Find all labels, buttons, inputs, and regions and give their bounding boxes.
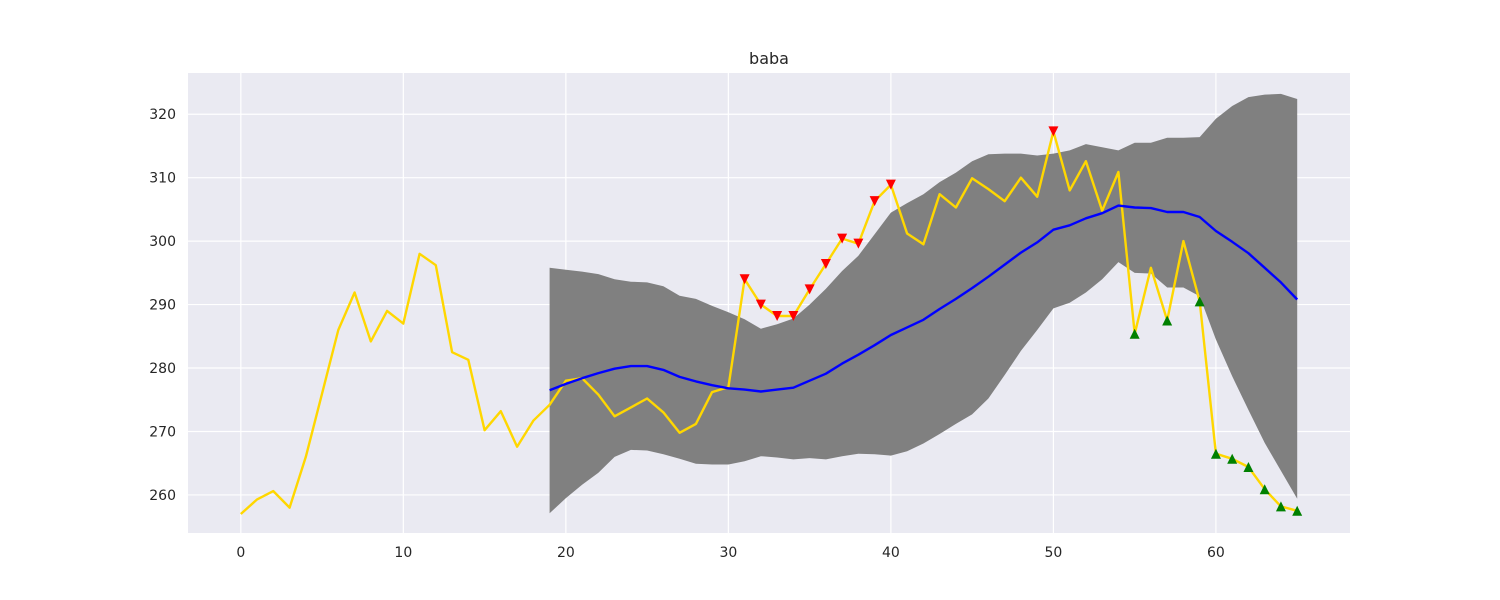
x-tick-label: 20 (557, 545, 575, 561)
x-tick-label: 30 (719, 545, 737, 561)
buy-marker (1259, 484, 1270, 495)
chart-title: baba (749, 49, 789, 68)
buy-marker (1243, 462, 1254, 473)
sell-marker (1048, 126, 1059, 137)
x-tick-label: 10 (394, 545, 412, 561)
x-axis-ticks: 0 10 20 30 40 50 60 (236, 545, 1224, 561)
y-tick-label: 260 (149, 488, 176, 504)
x-tick-label: 0 (236, 545, 245, 561)
y-tick-label: 320 (149, 107, 176, 123)
sell-marker (869, 196, 880, 207)
average-line (549, 204, 1299, 393)
y-tick-label: 270 (149, 424, 176, 440)
sell-marker (820, 258, 831, 269)
sell-marker (853, 238, 864, 249)
markers (739, 126, 1303, 516)
band-area (549, 93, 1298, 514)
y-tick-label: 280 (149, 361, 176, 377)
y-tick-label: 290 (149, 298, 176, 314)
buy-marker (1194, 296, 1205, 307)
y-axis-ticks: 260 270 280 290 300 310 320 (149, 107, 176, 504)
buy-marker (1210, 448, 1221, 459)
sell-marker (804, 284, 815, 295)
x-tick-label: 40 (882, 545, 900, 561)
price-line (239, 130, 1298, 515)
buy-marker (1227, 453, 1238, 464)
buy-marker (1162, 315, 1173, 326)
buy-marker (1275, 501, 1286, 512)
band-area-fill (549, 93, 1298, 514)
sell-marker (788, 311, 799, 322)
y-tick-label: 300 (149, 234, 176, 250)
buy-marker (1129, 328, 1140, 339)
sell-marker (772, 311, 783, 322)
x-tick-label: 50 (1044, 545, 1062, 561)
series-lines (239, 130, 1299, 515)
sell-marker (755, 299, 766, 310)
sell-marker (885, 179, 896, 190)
buy-marker (1292, 505, 1303, 516)
y-tick-label: 310 (149, 171, 176, 187)
sell-marker (837, 233, 848, 244)
x-tick-label: 60 (1207, 545, 1225, 561)
sell-marker (739, 274, 750, 285)
